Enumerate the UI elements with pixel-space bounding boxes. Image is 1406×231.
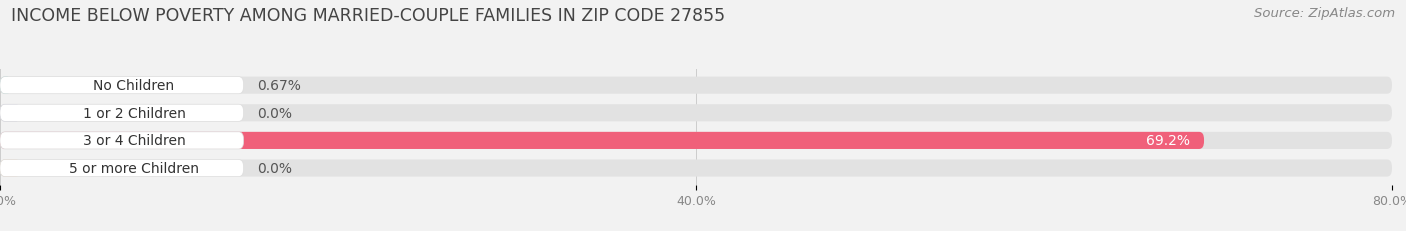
FancyBboxPatch shape: [0, 77, 1392, 94]
Text: 69.2%: 69.2%: [1146, 134, 1189, 148]
FancyBboxPatch shape: [0, 105, 243, 122]
Text: 3 or 4 Children: 3 or 4 Children: [83, 134, 186, 148]
FancyBboxPatch shape: [0, 160, 21, 177]
Text: Source: ZipAtlas.com: Source: ZipAtlas.com: [1254, 7, 1395, 20]
FancyBboxPatch shape: [0, 105, 1392, 122]
Text: 5 or more Children: 5 or more Children: [69, 161, 200, 175]
FancyBboxPatch shape: [0, 160, 243, 177]
Text: 0.0%: 0.0%: [257, 106, 292, 120]
Text: 1 or 2 Children: 1 or 2 Children: [83, 106, 186, 120]
FancyBboxPatch shape: [0, 132, 243, 149]
Text: 0.0%: 0.0%: [257, 161, 292, 175]
FancyBboxPatch shape: [0, 77, 11, 94]
Text: No Children: No Children: [93, 79, 174, 93]
Text: 0.67%: 0.67%: [257, 79, 301, 93]
FancyBboxPatch shape: [0, 132, 1392, 149]
FancyBboxPatch shape: [0, 77, 243, 94]
FancyBboxPatch shape: [0, 160, 1392, 177]
FancyBboxPatch shape: [0, 132, 1204, 149]
Text: INCOME BELOW POVERTY AMONG MARRIED-COUPLE FAMILIES IN ZIP CODE 27855: INCOME BELOW POVERTY AMONG MARRIED-COUPL…: [11, 7, 725, 25]
FancyBboxPatch shape: [0, 105, 21, 122]
